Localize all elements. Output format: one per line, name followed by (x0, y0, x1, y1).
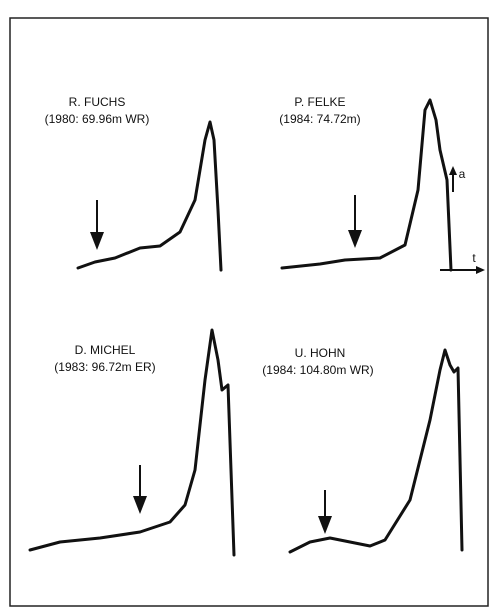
acceleration-curve (280, 98, 453, 272)
panel-detail: (1984: 74.72m) (279, 112, 360, 126)
panel-detail: (1984: 104.80m WR) (262, 363, 373, 377)
acceleration-curve (28, 328, 236, 557)
panel-name: P. FELKE (294, 95, 345, 109)
axis-arrows (440, 166, 485, 274)
marker-arrow (90, 200, 104, 250)
marker-arrow (133, 465, 147, 514)
acceleration-curve (76, 120, 223, 272)
frame (9, 17, 489, 607)
panel-detail: (1983: 96.72m ER) (54, 360, 155, 374)
marker-arrow (348, 195, 362, 248)
y-axis-label: a (459, 167, 466, 181)
panel-name: D. MICHEL (75, 343, 136, 357)
acceleration-curve (288, 348, 464, 554)
x-axis-label: t (472, 251, 476, 265)
panel-detail: (1980: 69.96m WR) (45, 112, 150, 126)
panel-name: R. FUCHS (69, 95, 126, 109)
marker-arrow (318, 490, 332, 534)
panel-name: U. HOHN (295, 346, 346, 360)
